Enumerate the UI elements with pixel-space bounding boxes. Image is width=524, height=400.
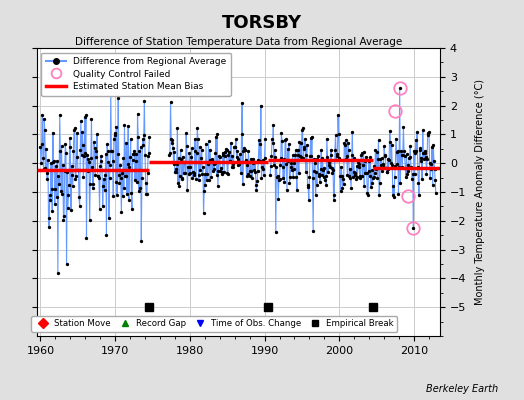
Text: Berkeley Earth: Berkeley Earth	[425, 384, 498, 394]
Text: TORSBY: TORSBY	[222, 14, 302, 32]
Legend: Station Move, Record Gap, Time of Obs. Change, Empirical Break: Station Move, Record Gap, Time of Obs. C…	[31, 316, 397, 332]
Title: Difference of Station Temperature Data from Regional Average: Difference of Station Temperature Data f…	[75, 37, 402, 47]
Y-axis label: Monthly Temperature Anomaly Difference (°C): Monthly Temperature Anomaly Difference (…	[475, 79, 485, 305]
